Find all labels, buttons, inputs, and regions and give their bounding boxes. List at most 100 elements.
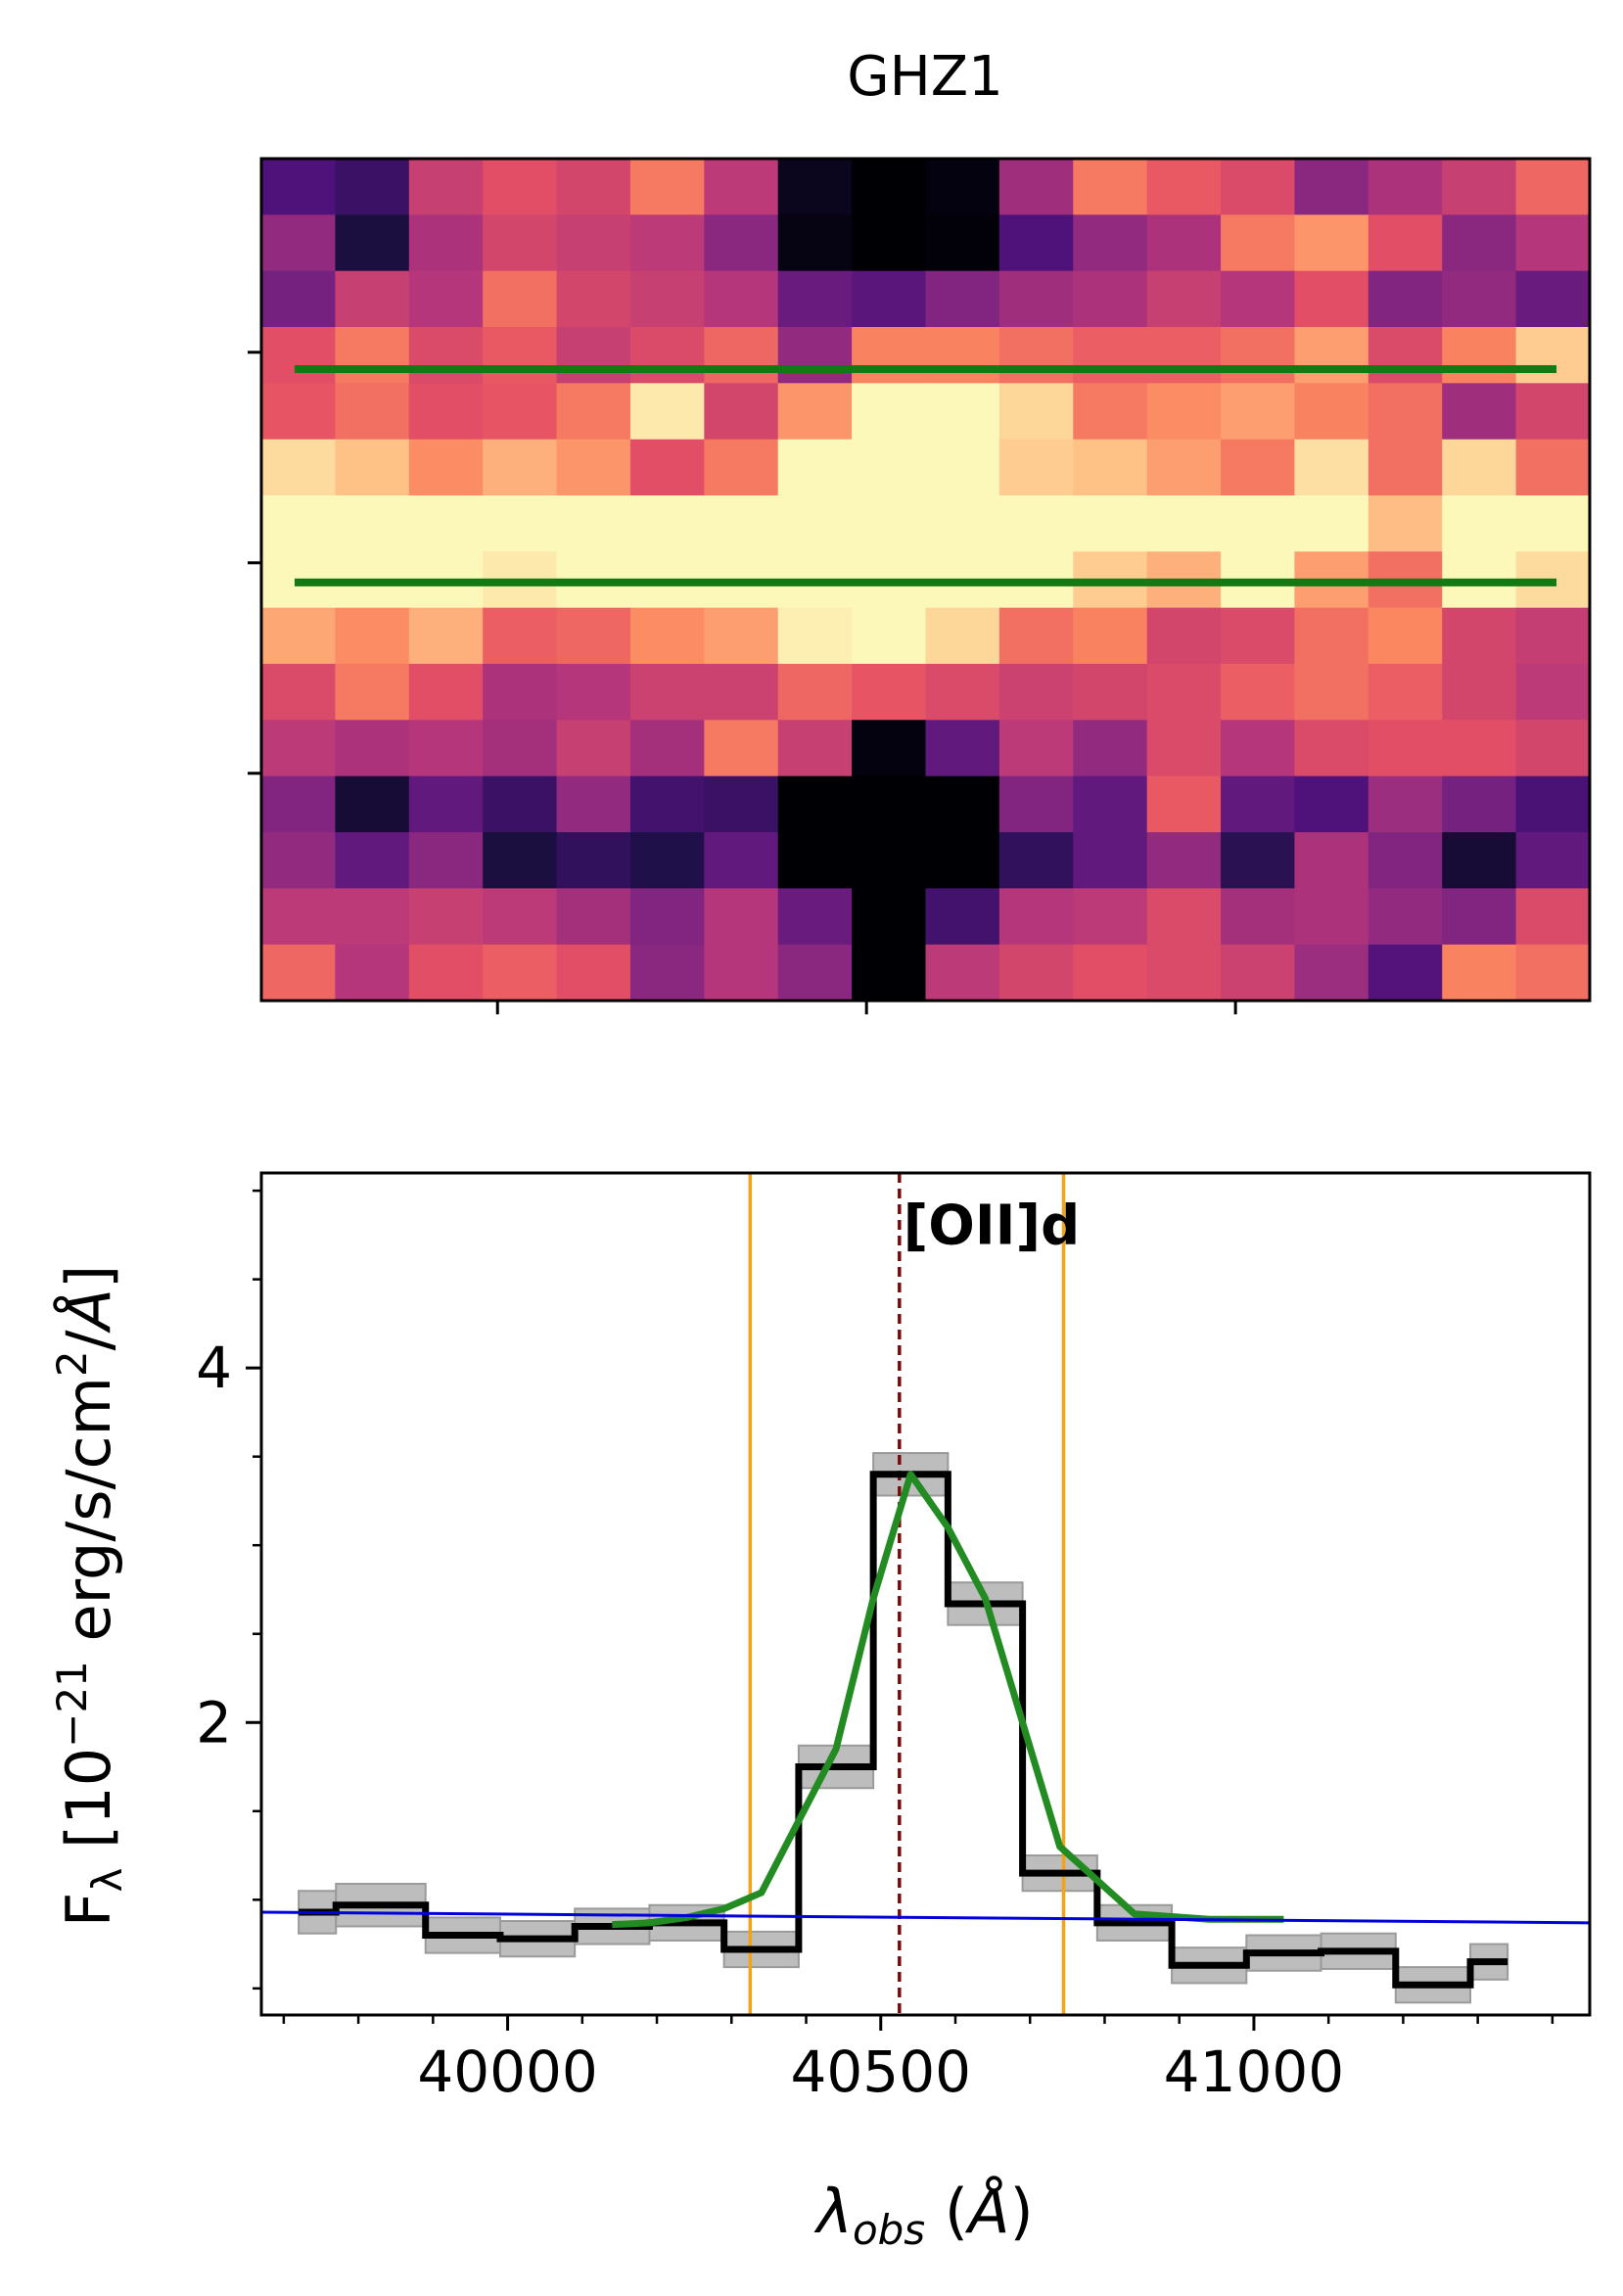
heatmap-cell xyxy=(925,383,1000,441)
heatmap-cell xyxy=(629,664,705,721)
heatmap-cell xyxy=(925,607,1000,665)
heatmap-cell xyxy=(925,270,1000,328)
heatmap-cell xyxy=(998,495,1074,552)
heatmap-cell xyxy=(1146,720,1222,777)
heatmap-cell xyxy=(777,327,853,384)
heatmap-cell xyxy=(777,439,853,496)
heatmap-cell xyxy=(408,720,484,777)
spectrum-1d-plot: 40000 40500 41000 2 4 [OII]d λobs (Å) Fλ [10… xyxy=(48,1171,1592,2254)
heatmap-cell xyxy=(1146,832,1222,889)
heatmap-cell xyxy=(777,888,853,946)
heatmap-cell xyxy=(1221,495,1296,552)
heatmap-cell xyxy=(1294,607,1369,665)
heatmap-cell xyxy=(925,214,1000,272)
heatmap-cell xyxy=(704,159,779,215)
heatmap-cell xyxy=(1146,888,1222,946)
heatmap-cell xyxy=(556,664,631,721)
heatmap-cell xyxy=(998,775,1074,833)
heatmap-cell xyxy=(1294,439,1369,496)
heatmap-cell xyxy=(1515,664,1591,721)
heatmap-cell xyxy=(925,720,1000,777)
heatmap-cell xyxy=(408,607,484,665)
heatmap-cell xyxy=(998,944,1074,1002)
heatmap-cell xyxy=(261,944,336,1002)
heatmap-cell xyxy=(261,159,336,215)
heatmap-cell xyxy=(1221,607,1296,665)
heatmap-cell xyxy=(1442,888,1517,946)
heatmap-cell xyxy=(1442,214,1517,272)
spectrum-series xyxy=(261,1471,1590,1989)
heatmap-cell xyxy=(1294,944,1369,1002)
heatmap-cell xyxy=(629,383,705,441)
heatmap-cell xyxy=(852,775,927,833)
heatmap-cell xyxy=(261,327,336,384)
x-tick-label: 40000 xyxy=(417,2038,598,2105)
x-tick-label: 41000 xyxy=(1164,2038,1345,2105)
heatmap-cell xyxy=(483,439,558,496)
heatmap-cell xyxy=(556,383,631,441)
heatmap-cell xyxy=(852,720,927,777)
heatmap-cell xyxy=(852,832,927,889)
heatmap-cell xyxy=(998,270,1074,328)
heatmap-cell xyxy=(704,439,779,496)
heatmap-cell xyxy=(629,944,705,1002)
heatmap-cell xyxy=(998,327,1074,384)
heatmap-cell xyxy=(1221,720,1296,777)
continuum-line xyxy=(261,1910,1590,1925)
heatmap-cell xyxy=(335,944,410,1002)
heatmap-cell xyxy=(1368,214,1443,272)
heatmap-cell xyxy=(483,383,558,441)
heatmap-cell xyxy=(1368,383,1443,441)
heatmap-cell xyxy=(261,383,336,441)
extraction-aperture-lines xyxy=(294,365,1557,586)
y-axis-label: Fλ [10−21 erg/s/cm2/Å] xyxy=(48,1265,131,1927)
heatmap-cell xyxy=(852,888,927,946)
heatmap-cell xyxy=(1073,888,1148,946)
heatmap-cell xyxy=(1146,327,1222,384)
heatmap-cell xyxy=(629,439,705,496)
heatmap-cell xyxy=(408,214,484,272)
heatmap-cell xyxy=(1515,495,1591,552)
heatmap-cell xyxy=(1146,944,1222,1002)
emission-line-label: [OII]d xyxy=(904,1194,1081,1257)
heatmap-cell xyxy=(1515,944,1591,1002)
heatmap-cell xyxy=(1442,383,1517,441)
heatmap-cell xyxy=(261,664,336,721)
heatmap-cell xyxy=(483,664,558,721)
heatmap-cell xyxy=(1073,439,1148,496)
heatmap-cell xyxy=(1073,607,1148,665)
heatmap-cell xyxy=(1146,159,1222,215)
heatmap-cell xyxy=(335,775,410,833)
heatmap-cell xyxy=(1368,832,1443,889)
heatmap-cell xyxy=(1368,327,1443,384)
heatmap-cell xyxy=(925,495,1000,552)
heatmap-cell xyxy=(1515,832,1591,889)
heatmap-cell xyxy=(998,383,1074,441)
heatmap-cell xyxy=(1221,159,1296,215)
heatmap-cell xyxy=(1073,720,1148,777)
heatmap-cell xyxy=(261,775,336,833)
heatmap-cell xyxy=(998,720,1074,777)
heatmap-cell xyxy=(1073,159,1148,215)
heatmap-cell xyxy=(629,775,705,833)
heatmap-cell xyxy=(1515,607,1591,665)
heatmap-cell xyxy=(1073,270,1148,328)
heatmap-cell xyxy=(335,327,410,384)
heatmap-cell xyxy=(1515,720,1591,777)
heatmap-cell xyxy=(335,214,410,272)
line-annotations: [OII]d xyxy=(904,1194,1081,1257)
heatmap-cell xyxy=(777,607,853,665)
heatmap-cell xyxy=(629,327,705,384)
heatmap-cell xyxy=(335,439,410,496)
heatmap-cell xyxy=(998,832,1074,889)
heatmap-cell xyxy=(852,214,927,272)
heatmap-cell xyxy=(777,495,853,552)
heatmap-cell xyxy=(1368,944,1443,1002)
heatmap-cell xyxy=(261,270,336,328)
x-axis-label: λobs (Å) xyxy=(813,2176,1033,2254)
heatmap-cell xyxy=(704,775,779,833)
heatmap-cell xyxy=(1221,944,1296,1002)
heatmap-cell xyxy=(777,214,853,272)
heatmap-cell xyxy=(1294,383,1369,441)
heatmap-cell xyxy=(408,664,484,721)
